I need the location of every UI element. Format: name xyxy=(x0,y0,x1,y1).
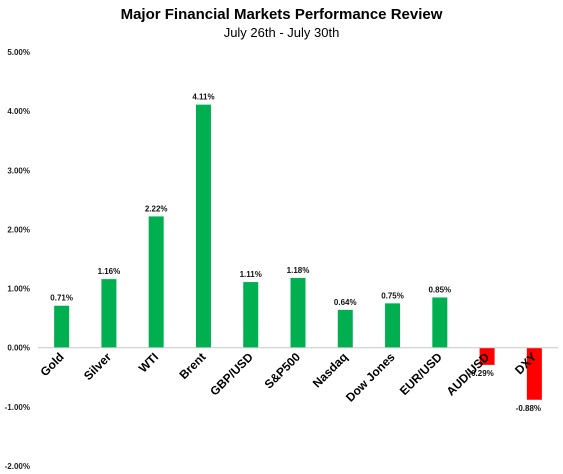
chart-subtitle: July 26th - July 30th xyxy=(223,25,340,40)
y-tick-label: 0.00% xyxy=(7,344,30,353)
data-label: -0.29% xyxy=(468,369,493,378)
bar xyxy=(479,347,495,365)
bar xyxy=(290,277,306,348)
category-label: Nasdaq xyxy=(310,350,351,391)
y-tick-label: 1.00% xyxy=(7,285,30,294)
category-label: Silver xyxy=(81,350,114,383)
y-tick-label: -1.00% xyxy=(5,403,30,412)
bar xyxy=(148,216,164,348)
bar xyxy=(526,347,542,400)
data-label: 0.64% xyxy=(334,298,357,307)
category-label: EUR/USD xyxy=(397,350,445,398)
data-label: 1.18% xyxy=(287,266,310,275)
bar xyxy=(243,282,259,348)
data-labels: 0.71% 1.16% 2.22% 4.11% 1.11% 1.18% 0.64% 0.75%… xyxy=(50,93,541,413)
y-tick-label: 3.00% xyxy=(7,166,30,175)
data-label: 0.85% xyxy=(428,285,451,294)
category-label: Gold xyxy=(38,350,67,379)
data-label: 0.75% xyxy=(381,291,404,300)
data-label: 4.11% xyxy=(192,93,214,102)
y-tick-label: 2.00% xyxy=(7,225,30,234)
bar xyxy=(432,297,448,348)
category-label: Brent xyxy=(177,350,209,382)
bar xyxy=(54,305,70,348)
bar xyxy=(101,279,117,348)
data-label: 2.22% xyxy=(145,204,168,213)
category-label: GBP/USD xyxy=(207,350,256,399)
chart-title: Major Financial Markets Performance Revi… xyxy=(120,6,443,23)
category-label: WTI xyxy=(136,350,161,375)
category-label: S&P500 xyxy=(262,350,304,392)
bar xyxy=(195,104,211,348)
bars xyxy=(54,104,542,400)
data-label: 0.71% xyxy=(50,294,73,303)
data-label: 1.11% xyxy=(240,270,262,279)
category-label: Dow Jones xyxy=(343,350,398,405)
y-tick-label: 5.00% xyxy=(7,48,30,57)
y-axis: 5.00% 4.00% 3.00% 2.00% 1.00% 0.00% -1.00% -2.0… xyxy=(5,48,30,471)
bar xyxy=(385,303,401,348)
y-tick-label: -2.00% xyxy=(5,462,30,471)
data-label: -0.88% xyxy=(516,404,541,413)
bar xyxy=(337,309,353,348)
data-label: 1.16% xyxy=(98,267,121,276)
y-tick-label: 4.00% xyxy=(7,107,30,116)
